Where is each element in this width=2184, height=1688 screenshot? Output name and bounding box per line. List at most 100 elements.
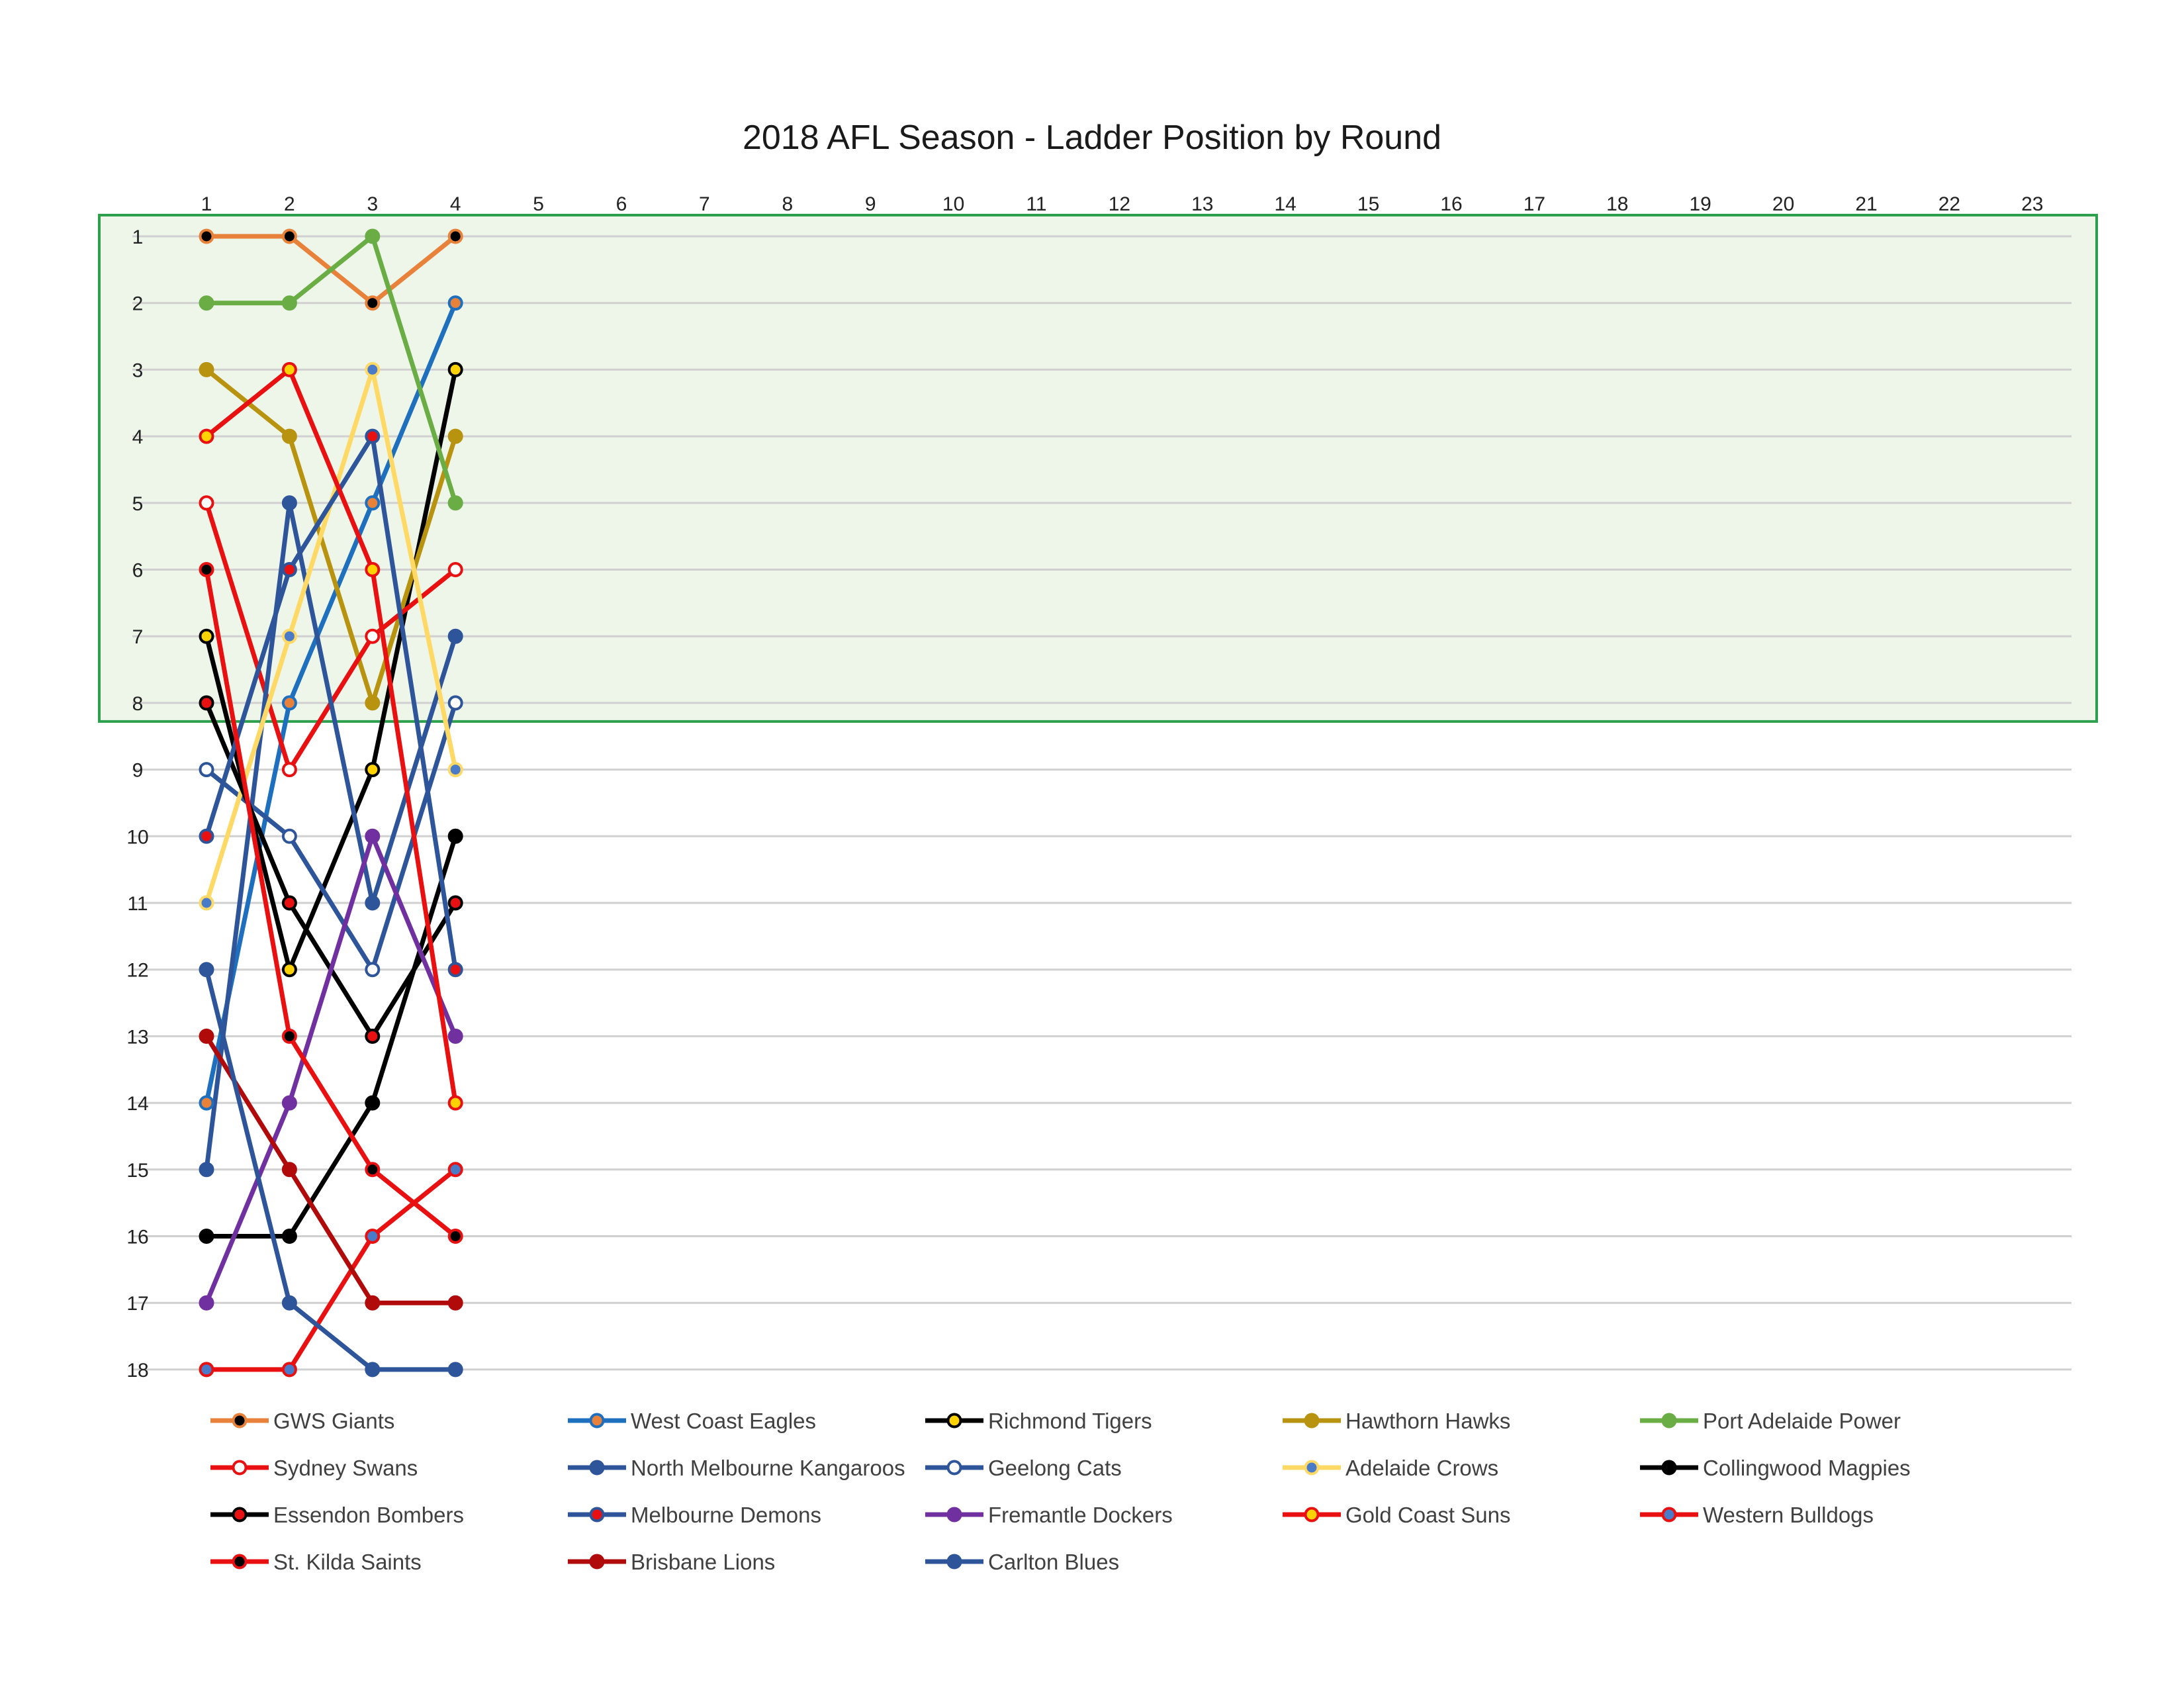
legend-swatch-marker-14 (1304, 1507, 1320, 1523)
x-tick-label-6: 6 (616, 193, 627, 215)
legend-label-6: Sydney Swans (273, 1456, 418, 1480)
series-9-point-round-3 (365, 361, 381, 377)
x-tick-label-23: 23 (2021, 193, 2043, 215)
legend-label-5: Port Adelaide Power (1703, 1409, 1901, 1433)
series-18-point-round-4 (447, 1362, 463, 1378)
series-7-point-round-1 (199, 1162, 214, 1178)
series-14-point-round-4 (447, 1095, 463, 1111)
x-tick-label-4: 4 (450, 193, 461, 215)
series-line-16 (204, 567, 458, 1239)
legend-label-9: Adelaide Crows (1345, 1456, 1498, 1480)
series-15-point-round-4 (447, 1162, 463, 1178)
series-16-point-round-2 (281, 1028, 297, 1044)
legend-swatch-marker-16 (232, 1554, 248, 1570)
series-10-point-round-2 (281, 1229, 297, 1244)
series-4-point-round-2 (281, 428, 297, 444)
series-1-point-round-4 (447, 228, 463, 244)
series-line-2 (204, 301, 458, 1105)
y-tick-label-13: 13 (126, 1026, 148, 1048)
series-line-13 (204, 833, 458, 1305)
series-3-point-round-1 (199, 628, 214, 644)
legend-label-12: Melbourne Demons (631, 1503, 821, 1527)
series-17-point-round-1 (199, 1028, 214, 1044)
y-tick-label-9: 9 (132, 760, 144, 782)
y-tick-label-4: 4 (132, 426, 144, 448)
series-18-point-round-1 (199, 962, 214, 978)
series-4-point-round-4 (447, 428, 463, 444)
x-tick-label-13: 13 (1191, 193, 1213, 215)
legend-label-16: St. Kilda Saints (273, 1550, 422, 1574)
series-11-point-round-2 (281, 895, 297, 911)
series-8-point-round-1 (199, 762, 214, 778)
series-16-point-round-3 (365, 1162, 381, 1178)
legend-label-2: West Coast Eagles (631, 1409, 816, 1433)
series-16-point-round-1 (199, 562, 214, 577)
y-tick-label-1: 1 (132, 226, 144, 248)
legend-swatch-marker-10 (1661, 1460, 1677, 1476)
chart-title: 2018 AFL Season - Ladder Position by Rou… (742, 118, 1442, 157)
legend-label-4: Hawthorn Hawks (1345, 1409, 1510, 1433)
legend-swatch-marker-7 (589, 1460, 605, 1476)
legend-swatch-marker-9 (1304, 1460, 1320, 1476)
series-11-point-round-1 (199, 695, 214, 711)
x-tick-label-8: 8 (782, 193, 793, 215)
x-tick-label-3: 3 (367, 193, 378, 215)
legend-swatch-marker-18 (946, 1554, 962, 1570)
series-18-point-round-3 (365, 1362, 381, 1378)
x-tick-label-15: 15 (1357, 193, 1379, 215)
series-7-point-round-2 (281, 495, 297, 511)
series-15-point-round-2 (281, 1362, 297, 1378)
y-tick-label-15: 15 (126, 1160, 148, 1182)
series-2-point-round-2 (281, 695, 297, 711)
series-13-point-round-2 (281, 1095, 297, 1111)
series-6-point-round-2 (281, 762, 297, 778)
series-10-point-round-3 (365, 1095, 381, 1111)
x-tick-label-17: 17 (1524, 193, 1545, 215)
series-10-point-round-4 (447, 828, 463, 844)
legend-label-10: Collingwood Magpies (1703, 1456, 1911, 1480)
y-tick-label-17: 17 (126, 1293, 148, 1315)
legend-swatch-marker-8 (946, 1460, 962, 1476)
x-tick-label-7: 7 (699, 193, 710, 215)
series-5-point-round-2 (281, 295, 297, 311)
series-18-point-round-2 (281, 1295, 297, 1311)
legend-label-8: Geelong Cats (988, 1456, 1122, 1480)
series-3-point-round-3 (365, 762, 381, 778)
series-12-point-round-3 (365, 428, 381, 444)
y-tick-label-12: 12 (126, 960, 148, 982)
legend-swatch-marker-6 (232, 1460, 248, 1476)
legend-label-14: Gold Coast Suns (1345, 1503, 1510, 1527)
series-6-point-round-4 (447, 562, 463, 577)
series-1-point-round-2 (281, 228, 297, 244)
series-line-14 (204, 367, 458, 1105)
x-tick-label-16: 16 (1440, 193, 1462, 215)
series-7-point-round-3 (365, 895, 381, 911)
y-tick-label-14: 14 (126, 1093, 148, 1115)
y-tick-label-5: 5 (132, 493, 144, 515)
series-5-point-round-1 (199, 295, 214, 311)
series-3-point-round-2 (281, 962, 297, 978)
series-12-point-round-4 (447, 962, 463, 978)
series-8-point-round-3 (365, 962, 381, 978)
series-9-point-round-1 (199, 895, 214, 911)
series-4-point-round-3 (365, 695, 381, 711)
series-12-point-round-1 (199, 828, 214, 844)
y-tick-label-2: 2 (132, 293, 144, 315)
legend-label-3: Richmond Tigers (988, 1409, 1152, 1433)
x-tick-label-11: 11 (1026, 193, 1046, 215)
y-tick-label-16: 16 (126, 1227, 148, 1248)
series-line-17 (204, 1033, 458, 1305)
series-13-point-round-4 (447, 1028, 463, 1044)
series-13-point-round-3 (365, 828, 381, 844)
series-2-point-round-3 (365, 495, 381, 511)
series-11-point-round-3 (365, 1028, 381, 1044)
series-6-point-round-1 (199, 495, 214, 511)
legend-label-13: Fremantle Dockers (988, 1503, 1173, 1527)
series-12-point-round-2 (281, 562, 297, 577)
series-9-point-round-2 (281, 628, 297, 644)
series-5-point-round-4 (447, 495, 463, 511)
legend-swatch-marker-15 (1661, 1507, 1677, 1523)
legend-swatch-marker-2 (589, 1413, 605, 1429)
x-tick-label-14: 14 (1275, 193, 1297, 215)
legend-swatch-marker-4 (1304, 1413, 1320, 1429)
